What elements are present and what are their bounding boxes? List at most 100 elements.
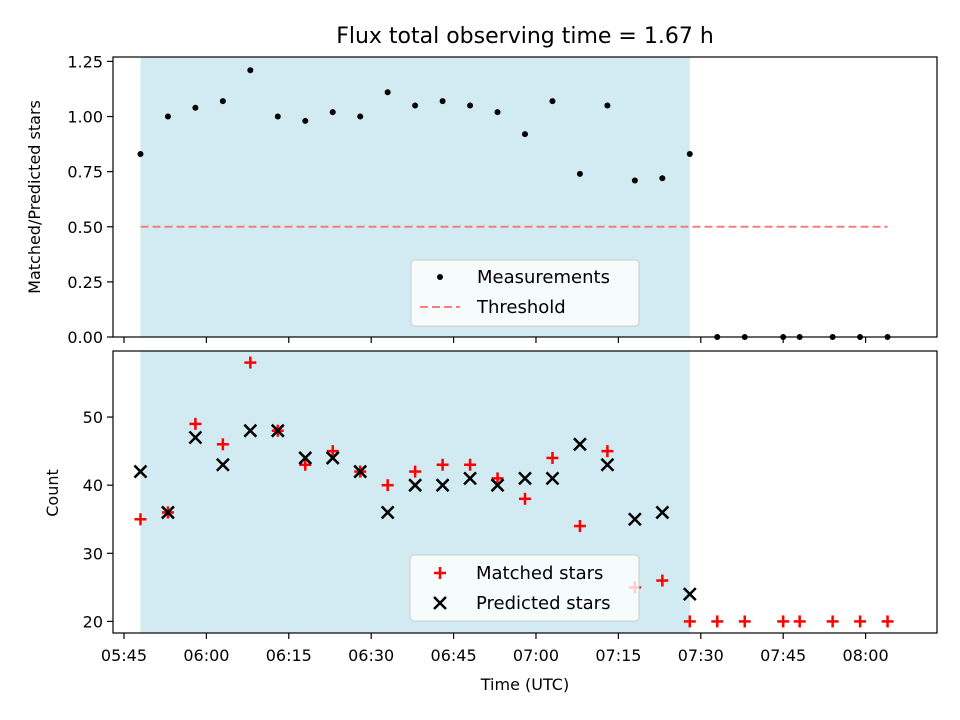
predicted-star-point xyxy=(188,430,203,445)
measurement-point xyxy=(686,151,693,158)
bottom-y-axis-label: Count xyxy=(43,469,62,517)
matched-star-point xyxy=(299,458,312,471)
matched-star-point xyxy=(854,615,867,628)
measurement-point xyxy=(604,102,611,109)
top-y-tick-label: 0.50 xyxy=(67,218,103,237)
measurement-point xyxy=(384,89,391,96)
predicted-marker-b xyxy=(243,423,258,438)
predicted-star-point xyxy=(270,423,285,438)
predicted-star-point xyxy=(215,457,230,472)
predicted-marker-b xyxy=(188,430,203,445)
threshold-legend-label: Threshold xyxy=(476,297,566,318)
matched-legend-label: Matched stars xyxy=(476,563,603,584)
matched-star-point xyxy=(244,356,257,369)
matched-star-point xyxy=(491,472,504,485)
predicted-star-point xyxy=(161,505,175,520)
matched-star-point xyxy=(656,574,669,587)
predicted-star-point xyxy=(133,464,148,479)
bottom-y-tick-label: 40 xyxy=(83,476,103,495)
x-tick-label: 07:30 xyxy=(678,646,724,665)
predicted-star-point xyxy=(600,457,615,472)
bottom-legend-box xyxy=(409,554,640,622)
predicted-star-point xyxy=(463,471,477,486)
measurement-point xyxy=(302,117,309,124)
predicted-marker-b xyxy=(325,451,340,465)
matched-legend-marker xyxy=(434,567,446,579)
predicted-legend-label: Predicted stars xyxy=(476,593,610,614)
x-tick-label: 08:00 xyxy=(843,646,889,665)
predicted-marker-b xyxy=(545,471,560,486)
count-points xyxy=(133,356,894,628)
matched-star-point xyxy=(777,615,790,628)
matched-star-point xyxy=(683,615,696,628)
matched-star-point xyxy=(881,615,894,628)
measurement-point xyxy=(357,113,364,120)
top-y-tick-label: 0.75 xyxy=(67,163,103,182)
measurement-point xyxy=(494,109,501,116)
predicted-star-point xyxy=(298,451,313,465)
matched-star-point xyxy=(436,458,449,471)
matched-star-point xyxy=(519,492,531,505)
matched-star-point xyxy=(601,445,614,458)
top-axes-frame xyxy=(112,56,938,338)
top-legend-box xyxy=(410,259,640,327)
top-legend: Measurements Threshold xyxy=(410,259,640,327)
matched-star-point xyxy=(216,438,229,451)
bottom-legend: Matched stars Predicted stars xyxy=(409,554,640,622)
matched-star-point xyxy=(826,615,839,628)
predicted-marker-b xyxy=(298,451,313,465)
measurements-legend-marker xyxy=(437,274,443,280)
measurement-point xyxy=(631,177,638,184)
measurement-point xyxy=(329,109,336,116)
matched-star-point xyxy=(546,451,559,464)
predicted-legend-marker xyxy=(433,596,447,610)
bottom-panel: 20 30 40 50 05:45 06:00 06:15 06:30 06:45 07:00 07… xyxy=(43,350,938,694)
predicted-marker-b xyxy=(270,423,285,438)
top-y-tick-label: 1.25 xyxy=(67,52,103,71)
top-y-tick-label: 0.00 xyxy=(67,328,103,347)
measurement-point xyxy=(659,175,666,182)
x-tick-label: 06:30 xyxy=(348,646,394,665)
x-axis-label: Time (UTC) xyxy=(480,675,569,694)
chart-title: Flux total observing time = 1.67 h xyxy=(336,24,714,49)
measurement-point xyxy=(137,151,144,158)
predicted-marker-b xyxy=(490,478,505,493)
predicted-marker-b xyxy=(215,457,230,472)
bottom-y-tick-label: 20 xyxy=(83,612,103,631)
predicted-marker-b xyxy=(353,464,368,479)
matched-star-point xyxy=(326,445,339,458)
measurement-point xyxy=(549,98,556,105)
predicted-marker-b xyxy=(161,505,175,520)
x-tick-label: 05:45 xyxy=(101,646,147,665)
matched-star-point xyxy=(409,465,422,478)
predicted-star-point xyxy=(655,505,670,520)
x-tick-label: 06:00 xyxy=(183,646,229,665)
bottom-axis-ticks: 20 30 40 50 05:45 06:00 06:15 06:30 06:45 07:00 07… xyxy=(83,408,889,665)
predicted-star-point xyxy=(435,478,450,493)
measurement-point xyxy=(247,67,254,74)
predicted-star-point xyxy=(243,423,258,438)
matched-star-point xyxy=(738,615,751,628)
measurement-point xyxy=(164,113,171,120)
predicted-star-point xyxy=(325,451,340,465)
measurement-point xyxy=(576,170,583,177)
matched-star-point xyxy=(464,458,477,471)
x-tick-label: 06:15 xyxy=(266,646,312,665)
measurements-legend-label: Measurements xyxy=(477,267,610,288)
predicted-star-point xyxy=(518,471,532,486)
top-panel: 0.00 0.25 0.50 0.75 1.00 1.25 Matched/Predict… xyxy=(25,52,938,347)
top-y-tick-label: 1.00 xyxy=(67,108,103,127)
bottom-y-tick-label: 50 xyxy=(83,408,103,427)
x-tick-label: 07:15 xyxy=(595,646,641,665)
matched-star-point xyxy=(573,520,586,533)
matched-star-point xyxy=(381,479,394,492)
x-tick-label: 07:45 xyxy=(760,646,806,665)
predicted-star-point xyxy=(682,587,697,602)
measurement-point xyxy=(522,131,528,138)
matched-star-point xyxy=(793,615,806,628)
predicted-star-point xyxy=(627,512,642,527)
predicted-marker-b xyxy=(380,505,395,520)
measurement-point xyxy=(274,113,281,120)
predicted-marker-b xyxy=(573,437,587,452)
